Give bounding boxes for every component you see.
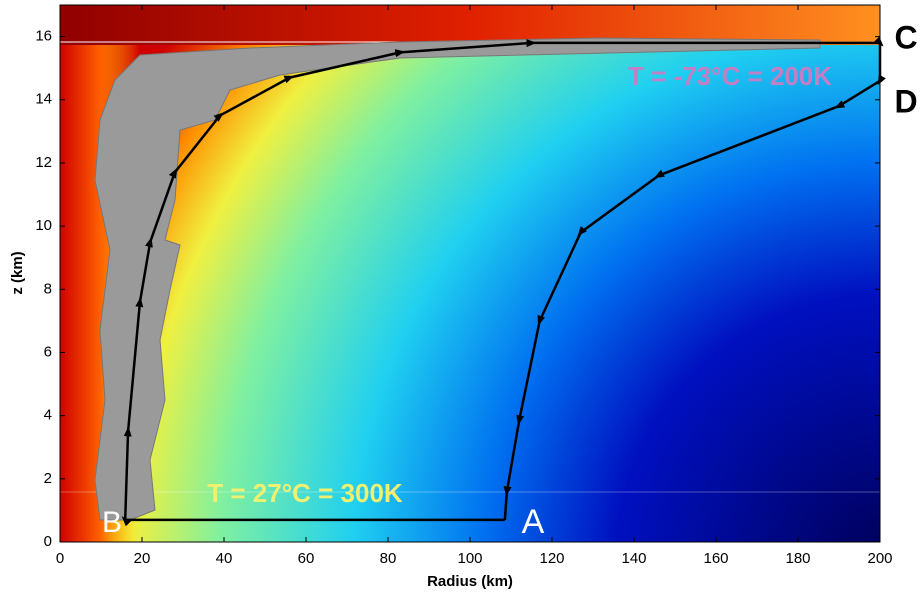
y-tick-label: 16 [35, 28, 52, 45]
point-label: B [102, 506, 122, 539]
x-tick-label: 0 [56, 550, 64, 567]
x-tick-label: 20 [134, 550, 151, 567]
y-tick-label: 10 [35, 217, 52, 234]
x-tick-label: 60 [298, 550, 315, 567]
point-label: D [894, 83, 917, 119]
x-tick-label: 120 [539, 550, 564, 567]
x-tick-label: 80 [380, 550, 397, 567]
y-tick-label: 4 [44, 407, 52, 424]
cycle-path [121, 36, 886, 527]
annotation: T = -73°C = 200K [628, 61, 832, 91]
y-tick-label: 8 [44, 280, 52, 297]
x-tick-label: 180 [785, 550, 810, 567]
point-label: A [522, 503, 545, 541]
y-tick-label: 2 [44, 470, 52, 487]
x-tick-label: 200 [867, 550, 892, 567]
y-tick-label: 6 [44, 343, 52, 360]
point-label: C [894, 19, 917, 55]
y-axis-label: z (km) [9, 251, 26, 294]
x-axis-label: Radius (km) [427, 573, 513, 590]
annotation: T = 27°C = 300K [207, 478, 403, 508]
x-tick-label: 40 [216, 550, 233, 567]
y-tick-label: 12 [35, 154, 52, 171]
y-tick-label: 0 [44, 533, 52, 550]
x-tick-label: 140 [621, 550, 646, 567]
x-tick-label: 160 [703, 550, 728, 567]
x-tick-label: 100 [457, 550, 482, 567]
y-tick-label: 14 [35, 91, 52, 108]
